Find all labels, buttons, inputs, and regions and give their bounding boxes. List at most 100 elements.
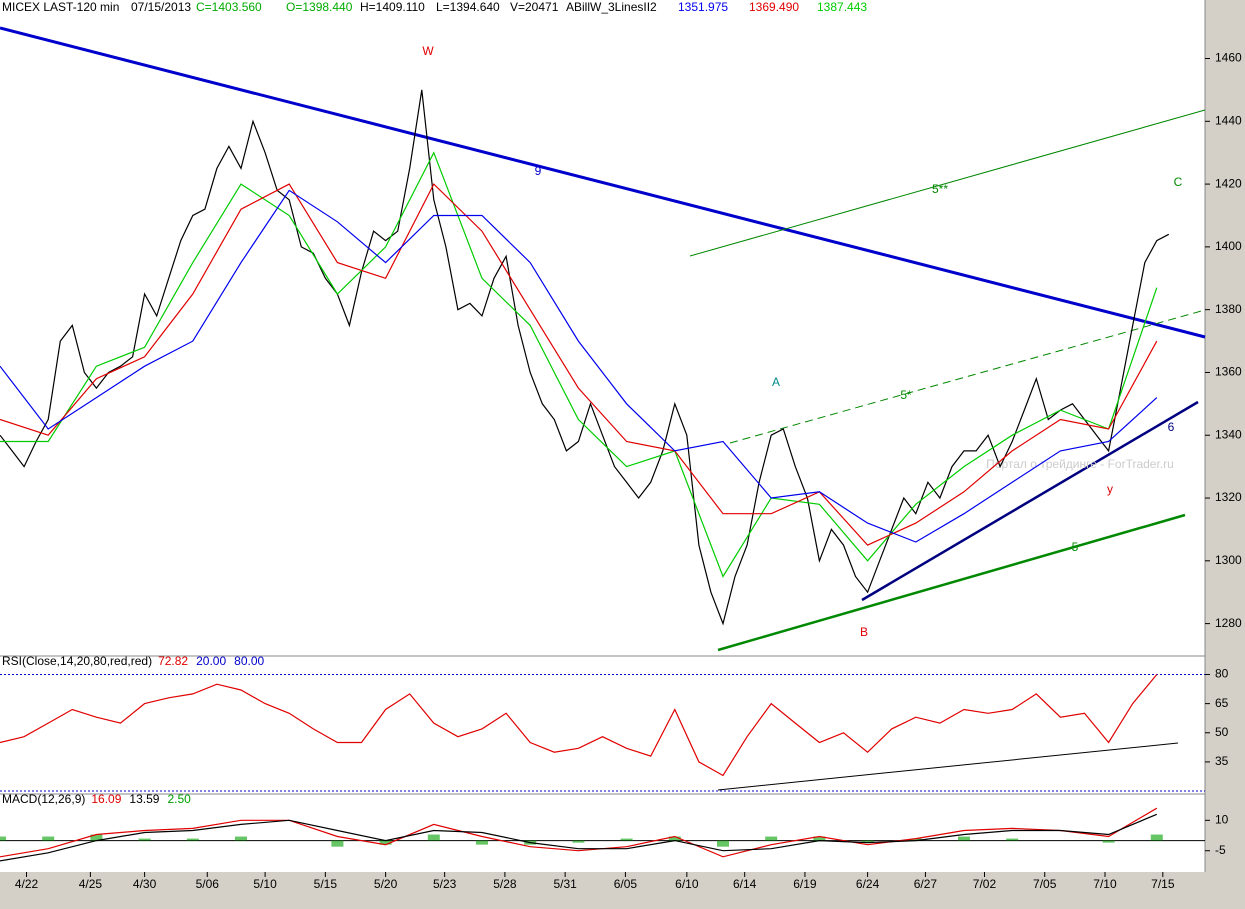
date-panel	[0, 872, 1245, 909]
histogram-bar	[909, 838, 922, 841]
wave-label: A	[772, 375, 780, 389]
panel-value: 13.59	[129, 792, 159, 806]
wave-label: B	[860, 625, 868, 639]
wave-label: y	[1107, 482, 1113, 496]
x-tick-label: 4/22	[15, 877, 39, 891]
histogram-bar	[861, 840, 874, 843]
histogram-bar	[1102, 840, 1115, 843]
wave-label: 6	[1168, 420, 1175, 434]
x-tick-label: 7/05	[1033, 877, 1057, 891]
y-tick-label: 10	[1215, 813, 1229, 827]
x-tick-label: 6/27	[914, 877, 938, 891]
y-tick-label: 1380	[1215, 302, 1242, 316]
x-tick-label: 4/25	[79, 877, 103, 891]
header: MICEX LAST-120 min 07/15/2013 C=1403.560…	[2, 0, 1174, 471]
series-line	[0, 183, 1158, 546]
x-tick-label: 6/24	[856, 877, 880, 891]
panel-title: MACD(12,26,9)	[2, 792, 85, 806]
panel-title: RSI(Close,14,20,80,red,red)	[2, 654, 152, 668]
panel-value: 16.09	[91, 792, 121, 806]
histogram-bar	[235, 836, 247, 841]
date: 07/15/2013	[131, 0, 191, 14]
series-line	[0, 807, 1158, 858]
histogram-bar	[717, 840, 729, 847]
x-tick-label: 7/02	[973, 877, 997, 891]
histogram-bar	[0, 836, 6, 841]
series-line	[0, 189, 1158, 543]
histogram-bar	[1006, 838, 1019, 841]
histogram-bar	[1150, 834, 1163, 841]
y-tick-label: 1300	[1215, 553, 1242, 567]
volume: V=20471	[510, 0, 559, 14]
y-tick-label: -5	[1215, 843, 1226, 857]
y-tick-label: 35	[1215, 754, 1229, 768]
close: C=1403.560	[196, 0, 262, 14]
y-tick-label: 65	[1215, 696, 1229, 710]
ma-slow: 1351.975	[678, 0, 728, 14]
histogram-bar	[138, 838, 151, 841]
y-tick-label: 1460	[1215, 51, 1242, 65]
histogram-bar	[620, 838, 633, 841]
x-tick-label: 5/28	[493, 877, 517, 891]
x-tick-label: 5/15	[314, 877, 338, 891]
x-tick-label: 6/05	[614, 877, 638, 891]
histogram-bar	[813, 836, 826, 841]
x-tick-label: 7/15	[1151, 877, 1175, 891]
x-tick-label: 6/10	[675, 877, 699, 891]
watermark: Портал о трейдинге - ForTrader.ru	[986, 457, 1174, 471]
wave-label: W	[422, 44, 434, 58]
x-tick-label: 5/31	[553, 877, 577, 891]
axis-panel	[1205, 0, 1245, 909]
x-tick-label: 5/10	[253, 877, 277, 891]
histogram-bar	[42, 836, 55, 841]
x-tick-label: 7/10	[1093, 877, 1117, 891]
histogram-bar	[572, 840, 585, 843]
histogram-bar	[476, 840, 488, 845]
histogram-bar	[379, 840, 392, 845]
series-line	[0, 151, 1158, 578]
x-tick-label: 6/19	[793, 877, 817, 891]
high: H=1409.110	[360, 0, 425, 14]
x-tick-label: 5/23	[433, 877, 457, 891]
y-tick-label: 80	[1215, 667, 1229, 681]
y-tick-label: 50	[1215, 725, 1229, 739]
wave-label: 5	[1072, 540, 1079, 554]
wave-label: C	[1174, 175, 1183, 189]
histogram-bar	[427, 834, 440, 841]
series-line	[0, 674, 1158, 777]
x-tick-label: 4/30	[133, 877, 157, 891]
panel-borders	[0, 0, 1206, 872]
y-tick-label: 1440	[1215, 113, 1242, 127]
ma-fast: 1387.443	[817, 0, 867, 14]
panel-value: 2.50	[167, 792, 191, 806]
series-line	[0, 813, 1158, 862]
x-tick-label: 6/14	[733, 877, 757, 891]
histogram-bar	[765, 836, 778, 841]
histogram-bar	[958, 836, 970, 841]
wave-label: 5**	[932, 182, 948, 196]
trendlines	[0, 26, 1206, 791]
histogram-bar	[90, 834, 103, 841]
histogram-bar	[668, 836, 681, 841]
y-tick-label: 1340	[1215, 427, 1242, 441]
panel-value: 72.82	[158, 654, 188, 668]
x-tick-label: 5/06	[196, 877, 220, 891]
x-tick-label: 5/20	[374, 877, 398, 891]
panel-value: 20.00	[196, 654, 226, 668]
panel-value: 80.00	[234, 654, 264, 668]
low: L=1394.640	[436, 0, 500, 14]
histogram-bar	[331, 840, 344, 847]
open: O=1398.440	[286, 0, 353, 14]
indicator: ABillW_3LinesII2	[566, 0, 657, 14]
ma-mid: 1369.490	[749, 0, 799, 14]
wave-label: 9	[535, 164, 542, 178]
wave-label: 5*	[900, 388, 912, 402]
series-line	[0, 89, 1170, 626]
y-tick-label: 1320	[1215, 490, 1242, 504]
histogram-bar	[186, 838, 199, 841]
symbol: MICEX LAST-120 min	[2, 0, 119, 14]
y-tick-label: 1400	[1215, 239, 1242, 253]
y-tick-label: 1280	[1215, 616, 1242, 630]
y-tick-label: 1360	[1215, 365, 1242, 379]
